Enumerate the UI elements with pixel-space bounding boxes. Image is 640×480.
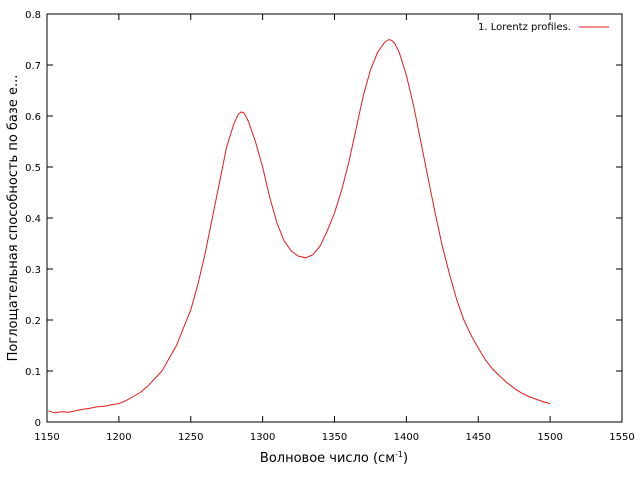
- y-tick-label: 0.8: [25, 10, 41, 21]
- x-axis-title-superscript: -1: [395, 450, 403, 459]
- x-tick-label: 1500: [537, 432, 562, 443]
- series-layer: [48, 38, 551, 414]
- x-tick-label: 1200: [106, 432, 131, 443]
- axis-ticks: [46, 13, 623, 423]
- y-tick-label: 0.6: [25, 112, 41, 123]
- y-axis-title: Поглощательная способность по базе е...: [6, 75, 21, 362]
- y-tick-label: 0.2: [25, 316, 41, 327]
- y-tick-label: 0.7: [25, 61, 41, 72]
- series-line-0: [48, 38, 551, 414]
- x-tick-label: 1550: [609, 432, 634, 443]
- tick-labels: 1150 1200 1250 1300 1350 1400 1450 1500 1550 0 0.1…: [25, 10, 635, 443]
- plot-frame: [46, 13, 623, 423]
- y-tick-label: 0: [35, 418, 41, 429]
- x-tick-label: 1300: [250, 432, 275, 443]
- x-tick-label: 1350: [322, 432, 347, 443]
- legend-entry-label: 1. Lorentz profiles.: [478, 22, 571, 33]
- x-tick-label: 1450: [466, 432, 491, 443]
- x-axis-title-close: ): [403, 451, 408, 466]
- y-tick-label: 0.3: [25, 265, 41, 276]
- x-tick-label: 1250: [178, 432, 203, 443]
- x-tick-label: 1400: [394, 432, 419, 443]
- x-axis-title: Волновое число (см-1): [260, 450, 408, 466]
- x-tick-label: 1150: [34, 432, 59, 443]
- legend: 1. Lorentz profiles.: [478, 22, 609, 33]
- y-tick-label: 0.4: [25, 214, 41, 225]
- plot-border: [46, 13, 623, 423]
- y-tick-label: 0.1: [25, 367, 41, 378]
- x-axis-title-main: Волновое число (см: [260, 451, 395, 466]
- y-tick-label: 0.5: [25, 163, 41, 174]
